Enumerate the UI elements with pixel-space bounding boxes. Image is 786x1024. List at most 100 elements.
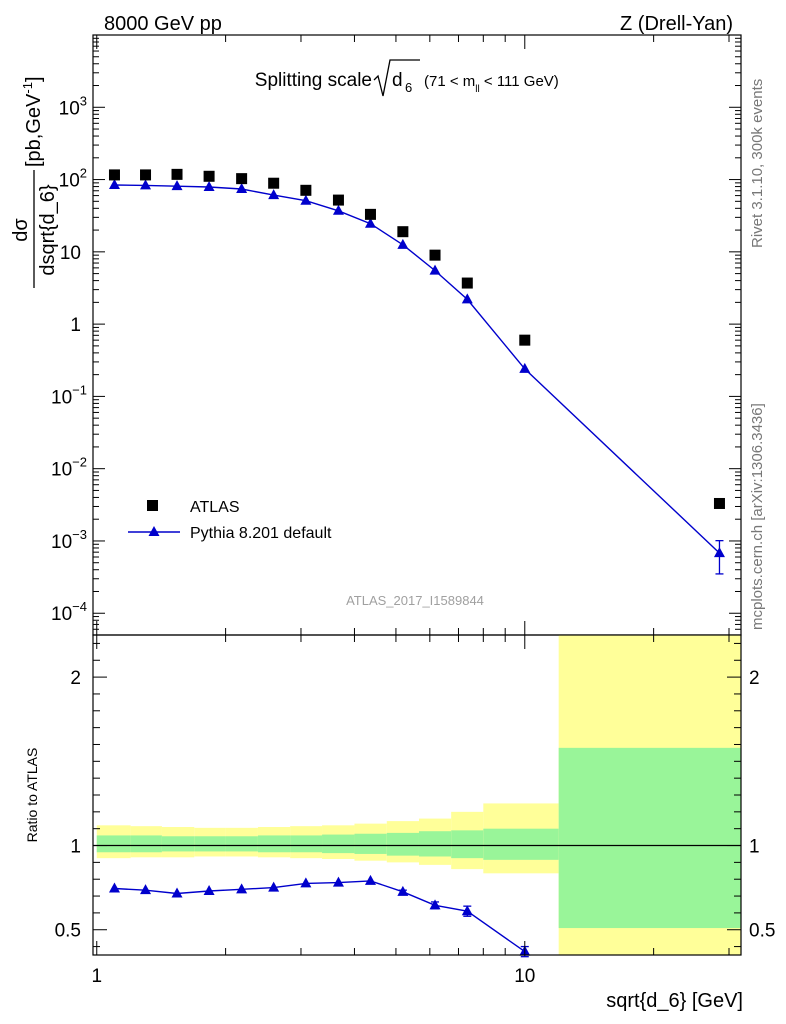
atlas-point: [300, 184, 312, 196]
main-ytick-label: 102: [59, 166, 87, 192]
main-content: [108, 168, 725, 575]
uncertainty-band-inner: [225, 836, 258, 852]
uncertainty-band-inner: [322, 834, 355, 854]
uncertainty-band-inner: [257, 835, 291, 853]
main-axes: 10−4 10−3 10−2 10−1 1 10 102 103: [51, 34, 741, 636]
uncertainty-band-inner: [354, 833, 387, 854]
title-cut: (71 < mll < 111 GeV): [424, 73, 559, 95]
main-ytick-label: 10−3: [51, 527, 87, 553]
atlas-point: [713, 497, 725, 509]
mc-point: [300, 194, 312, 205]
main-ytick-label: 103: [59, 93, 87, 119]
atlas-point: [203, 170, 215, 182]
mc-point: [519, 362, 531, 373]
analysis-watermark: ATLAS_2017_I1589844: [346, 593, 484, 608]
atlas-point: [364, 208, 376, 220]
atlas-point: [268, 177, 280, 189]
atlas-point: [108, 169, 120, 181]
ratio-mc-point: [108, 882, 120, 893]
legend-atlas-marker: [147, 500, 158, 511]
rivet-label: Rivet 3.1.10, 300k events: [749, 79, 766, 248]
main-ytick-label: 10−2: [51, 455, 87, 481]
main-ytick-label: 10−4: [51, 599, 87, 625]
title-math: d: [392, 70, 403, 91]
main-ylabel: dσ dsqrt{d_6} [pb,GeV-1]: [10, 76, 59, 288]
header-right: Z (Drell-Yan): [620, 13, 733, 35]
ratio-mc-point: [236, 883, 248, 894]
main-ytick-label: 10−1: [51, 382, 87, 408]
ratio-ytick-label-right: 0.5: [749, 921, 775, 942]
header-left: 8000 GeV pp: [104, 13, 222, 35]
atlas-point: [140, 169, 152, 181]
uncertainty-band-inner: [483, 828, 559, 860]
ratio-mc-point: [332, 876, 344, 887]
ratio-ytick-label: 1: [70, 837, 81, 858]
legend-mc-marker: [148, 526, 160, 536]
main-frame: [92, 34, 742, 636]
uncertainty-band-inner: [194, 836, 226, 852]
ratio-axes: 0.5 0.5 1 1 2 2 1 10: [55, 635, 775, 987]
ratio-mc-point: [364, 874, 376, 885]
ratio-mc-point: [203, 885, 215, 895]
plot-title: Splitting scale d 6 (71 < mll < 111 GeV): [255, 59, 559, 97]
ylabel-denominator: dsqrt{d_6}: [37, 184, 59, 276]
atlas-point: [332, 194, 344, 206]
mc-point: [108, 179, 120, 190]
mc-point: [203, 180, 215, 191]
ratio-panel: 0.5 0.5 1 1 2 2 1 10 Ratio to ATLAS sqrt{d_6} […: [24, 634, 775, 1012]
ratio-mc-point: [429, 899, 441, 910]
mc-point: [429, 264, 441, 275]
mc-point: [713, 547, 725, 558]
mc-point: [397, 238, 409, 249]
uncertainty-band-inner: [130, 835, 162, 853]
ylabel-units: [pb,GeV-1]: [20, 76, 45, 167]
ratio-mc-point: [300, 877, 312, 888]
legend-mc-label: Pythia 8.201 default: [190, 525, 332, 542]
atlas-point: [236, 173, 248, 185]
atlas-point: [171, 168, 183, 180]
ratio-mc-point: [461, 905, 473, 916]
ratio-ytick-label-right: 1: [749, 837, 760, 858]
ratio-mc-point: [268, 881, 280, 892]
mc-point: [268, 189, 280, 200]
atlas-point: [429, 249, 441, 261]
mcplots-label: mcplots.cern.ch [arXiv:1306.3436]: [749, 403, 766, 630]
mc-point: [332, 204, 344, 215]
ratio-ytick-label: 2: [70, 668, 81, 689]
mc-point: [461, 293, 473, 304]
ratio-mc-point: [397, 885, 409, 896]
main-panel: 10−4 10−3 10−2 10−1 1 10 102 103 Splitting scal…: [10, 34, 742, 636]
ratio-mc-point: [140, 884, 152, 895]
uncertainty-band-inner: [558, 747, 741, 929]
mc-point: [171, 180, 183, 191]
uncertainty-band-inner: [290, 835, 323, 853]
ylabel-numerator: dσ: [10, 218, 32, 242]
uncertainty-band-inner: [96, 835, 131, 853]
main-ytick-label: 10: [60, 243, 81, 264]
uncertainty-band-inner: [161, 836, 195, 852]
uncertainty-band-inner: [451, 830, 484, 859]
sqrt-symbol: [373, 59, 420, 97]
ratio-xlabel: sqrt{d_6} [GeV]: [606, 990, 743, 1012]
legend: ATLAS Pythia 8.201 default: [128, 499, 332, 542]
title-text: Splitting scale: [255, 70, 372, 91]
ratio-ytick-label-right: 2: [749, 668, 760, 689]
uncertainty-band-inner: [418, 831, 452, 857]
atlas-point: [397, 226, 409, 238]
ratio-content: [93, 635, 741, 958]
ratio-mc-point: [171, 887, 183, 898]
ratio-xtick-label: 10: [514, 966, 535, 987]
title-math-sub: 6: [405, 80, 412, 95]
mc-point: [364, 217, 376, 228]
mc-point: [140, 179, 152, 190]
ratio-ytick-label: 0.5: [55, 921, 81, 942]
mc-point: [236, 183, 248, 194]
legend-atlas-label: ATLAS: [190, 499, 240, 516]
main-ytick-label: 1: [70, 315, 81, 336]
ratio-ylabel: Ratio to ATLAS: [24, 748, 40, 843]
uncertainty-band-inner: [386, 832, 419, 856]
atlas-point: [461, 277, 473, 289]
mc-line: [114, 184, 720, 554]
ratio-xtick-label: 1: [91, 966, 102, 987]
